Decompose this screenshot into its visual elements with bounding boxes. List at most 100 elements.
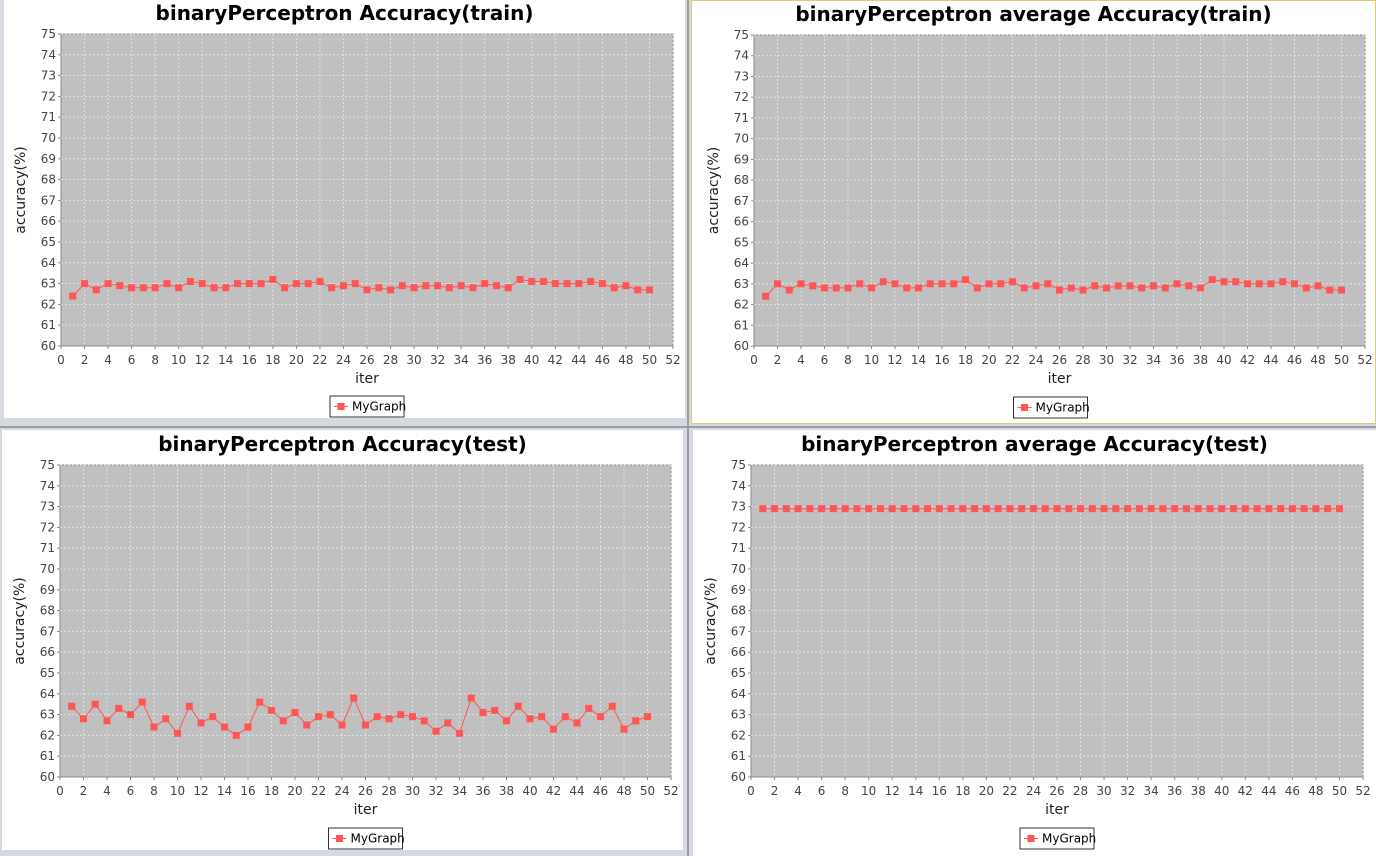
plot-area — [753, 34, 1366, 347]
x-tick-label: 28 — [381, 784, 396, 798]
data-point-marker — [514, 702, 522, 710]
y-tick-label: 68 — [40, 604, 55, 618]
x-tick-label: 6 — [818, 784, 826, 798]
chart-panel-train-accuracy: binaryPerceptron Accuracy(train) 0 2 4 6 8 10 1… — [4, 0, 685, 418]
data-point-marker — [456, 729, 463, 737]
data-point-marker — [115, 704, 123, 712]
data-point-marker — [1244, 280, 1251, 288]
x-tick-label: 48 — [616, 784, 631, 798]
y-tick-label: 71 — [734, 111, 749, 125]
x-tick-label: 52 — [663, 784, 678, 798]
data-point-marker — [197, 719, 205, 727]
data-point-marker — [1279, 278, 1287, 286]
data-point-marker — [245, 280, 253, 288]
data-point-marker — [268, 706, 275, 714]
y-tick-label: 73 — [734, 69, 749, 83]
data-point-marker — [303, 721, 311, 729]
data-point-marker — [339, 282, 347, 290]
data-point-marker — [1300, 505, 1308, 513]
data-point-marker — [782, 505, 790, 513]
chart-svg: binaryPerceptron average Accuracy(test) 0… — [703, 432, 1371, 850]
x-tick-label: 20 — [981, 353, 996, 367]
data-point-marker — [759, 505, 767, 513]
x-tick-label: 0 — [750, 353, 758, 367]
data-point-marker — [794, 505, 802, 513]
x-tick-label: 4 — [794, 784, 802, 798]
data-point-marker — [1206, 505, 1214, 513]
data-point-marker — [1006, 505, 1014, 513]
x-tick-label: 2 — [771, 784, 779, 798]
data-point-marker — [363, 286, 371, 294]
data-point-marker — [444, 719, 452, 727]
data-point-marker — [771, 505, 779, 513]
data-point-marker — [526, 715, 534, 723]
data-point-marker — [1032, 282, 1040, 290]
data-point-marker — [1265, 505, 1273, 513]
y-axis-label: accuracy(%) — [706, 147, 722, 234]
y-tick-label: 67 — [731, 624, 746, 638]
y-tick-label: 70 — [734, 132, 749, 146]
y-tick-label: 68 — [731, 604, 746, 618]
data-point-marker — [492, 282, 500, 290]
y-tick-label: 62 — [734, 298, 749, 312]
data-point-marker — [1112, 505, 1120, 513]
data-point-marker — [409, 713, 416, 721]
data-point-marker — [1218, 505, 1226, 513]
x-tick-label: 32 — [1120, 784, 1135, 798]
data-point-marker — [1324, 505, 1332, 513]
data-point-marker — [841, 505, 849, 513]
data-point-marker — [186, 278, 194, 286]
data-point-marker — [1114, 282, 1122, 290]
x-tick-label: 16 — [240, 784, 255, 798]
data-point-marker — [1124, 505, 1132, 513]
panel-divider-vertical — [687, 0, 689, 856]
y-axis-label: accuracy(%) — [13, 146, 29, 233]
y-tick-label: 66 — [734, 215, 749, 229]
data-point-marker — [1185, 282, 1193, 290]
x-tick-label: 12 — [887, 353, 902, 367]
y-tick-label: 63 — [731, 708, 746, 722]
x-tick-label: 42 — [1238, 784, 1253, 798]
data-point-marker — [1173, 280, 1181, 288]
data-point-marker — [420, 717, 428, 725]
x-axis-label: iter — [1048, 371, 1072, 387]
data-point-marker — [1326, 286, 1334, 294]
data-point-marker — [128, 284, 136, 292]
data-point-marker — [398, 282, 406, 290]
x-tick-label: 22 — [1002, 784, 1017, 798]
x-tick-label: 18 — [955, 784, 970, 798]
data-point-marker — [209, 713, 217, 721]
y-tick-label: 61 — [734, 318, 749, 332]
y-tick-label: 71 — [40, 541, 55, 555]
y-tick-label: 73 — [40, 500, 55, 514]
x-tick-label: 32 — [1122, 353, 1137, 367]
x-tick-label: 24 — [1028, 353, 1043, 367]
data-point-marker — [491, 706, 499, 714]
x-tick-label: 18 — [958, 353, 973, 367]
data-point-marker — [434, 282, 442, 290]
data-point-marker — [903, 284, 911, 292]
data-point-marker — [210, 284, 218, 292]
data-point-marker — [68, 702, 76, 710]
data-point-marker — [1018, 505, 1026, 513]
y-tick-label: 66 — [731, 645, 746, 659]
x-tick-label: 34 — [452, 784, 467, 798]
y-tick-label: 70 — [731, 562, 746, 576]
legend-box — [1019, 827, 1095, 850]
data-point-marker — [610, 284, 618, 292]
x-tick-label: 40 — [1216, 353, 1231, 367]
data-point-marker — [1338, 286, 1345, 294]
data-point-marker — [326, 711, 334, 719]
y-tick-label: 66 — [40, 645, 55, 659]
x-tick-label: 22 — [311, 784, 326, 798]
data-point-marker — [162, 715, 170, 723]
y-tick-label: 60 — [734, 339, 749, 353]
data-point-marker — [269, 275, 277, 283]
x-tick-label: 40 — [524, 353, 539, 367]
data-point-marker — [1100, 505, 1108, 513]
x-tick-label: 0 — [747, 784, 755, 798]
data-point-marker — [1126, 282, 1134, 290]
data-point-marker — [551, 280, 559, 288]
x-tick-label: 52 — [1357, 353, 1372, 367]
chart-svg: binaryPerceptron Accuracy(test)0 2 4 6 8 10 12… — [12, 432, 679, 850]
